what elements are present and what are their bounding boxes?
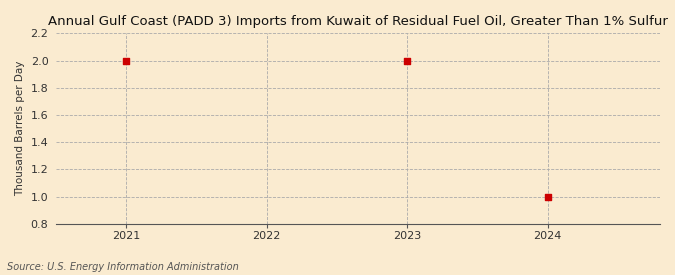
Y-axis label: Thousand Barrels per Day: Thousand Barrels per Day — [15, 61, 25, 196]
Text: Source: U.S. Energy Information Administration: Source: U.S. Energy Information Administ… — [7, 262, 238, 272]
Point — [121, 58, 132, 63]
Point — [402, 58, 412, 63]
Point — [542, 194, 553, 199]
Title: Annual Gulf Coast (PADD 3) Imports from Kuwait of Residual Fuel Oil, Greater Tha: Annual Gulf Coast (PADD 3) Imports from … — [48, 15, 668, 28]
